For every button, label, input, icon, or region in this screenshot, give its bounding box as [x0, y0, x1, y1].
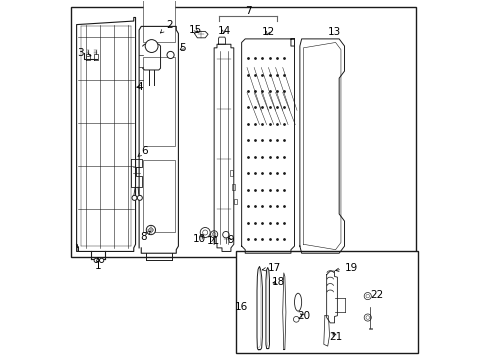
Text: 10: 10: [193, 234, 206, 244]
Circle shape: [166, 51, 174, 59]
Bar: [142, 0, 175, 42]
Circle shape: [132, 195, 137, 201]
Text: 15: 15: [188, 25, 202, 35]
Circle shape: [364, 293, 370, 300]
Text: 8: 8: [140, 231, 150, 242]
Text: 16: 16: [235, 302, 248, 312]
Text: 21: 21: [328, 332, 342, 342]
Bar: [235, 251, 417, 353]
Circle shape: [137, 195, 142, 201]
Bar: [142, 57, 175, 146]
Text: 13: 13: [327, 27, 341, 37]
Circle shape: [200, 228, 210, 238]
Circle shape: [293, 316, 299, 322]
Bar: [231, 184, 234, 190]
Text: 12: 12: [261, 27, 274, 37]
Circle shape: [203, 230, 207, 235]
Text: 14: 14: [217, 26, 230, 36]
Circle shape: [364, 314, 370, 321]
Bar: [229, 170, 232, 176]
Circle shape: [365, 316, 369, 319]
Text: 17: 17: [262, 262, 281, 273]
Bar: [368, 328, 372, 329]
Circle shape: [146, 225, 155, 235]
Text: 5: 5: [179, 43, 185, 53]
Text: 18: 18: [271, 277, 285, 287]
Circle shape: [212, 233, 216, 236]
Text: 2: 2: [160, 19, 172, 33]
Text: 6: 6: [138, 147, 147, 157]
Circle shape: [222, 231, 229, 238]
Circle shape: [145, 40, 158, 53]
Circle shape: [365, 294, 369, 298]
Circle shape: [99, 258, 103, 262]
Circle shape: [148, 228, 153, 232]
Bar: [71, 7, 415, 257]
Text: 3: 3: [78, 48, 91, 58]
Text: 20: 20: [296, 311, 309, 321]
Bar: [234, 199, 237, 204]
Text: 4: 4: [137, 82, 143, 92]
Text: 19: 19: [335, 262, 358, 273]
Text: 22: 22: [369, 290, 383, 300]
Text: 1: 1: [95, 257, 101, 271]
Circle shape: [94, 258, 98, 262]
Text: 7: 7: [244, 6, 251, 17]
Text: 11: 11: [206, 236, 220, 246]
Text: 9: 9: [226, 235, 233, 245]
Ellipse shape: [294, 293, 301, 311]
Circle shape: [210, 231, 217, 238]
Bar: [142, 160, 175, 232]
